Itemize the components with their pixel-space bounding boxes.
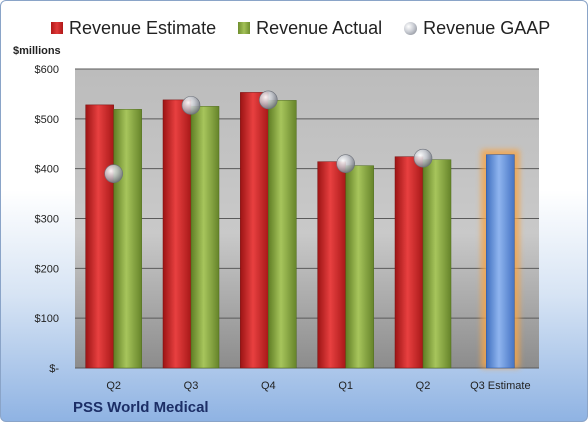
- marker-revenue-gaap: [181, 96, 201, 115]
- legend-item-actual: Revenue Actual: [238, 18, 382, 39]
- bar-revenue-actual: [345, 165, 374, 369]
- bar-q3-estimate: [486, 154, 515, 369]
- bar-revenue-estimate: [240, 92, 269, 369]
- legend: Revenue Estimate Revenue Actual Revenue …: [51, 15, 550, 41]
- bar-revenue-estimate: [162, 99, 192, 369]
- grid-lines: [75, 68, 539, 369]
- legend-item-estimate: Revenue Estimate: [51, 18, 216, 39]
- legend-swatch-estimate: [51, 22, 63, 34]
- x-axis-ticks: Q2 Q3 Q4 Q1 Q2 Q3 Estimate: [106, 380, 530, 392]
- marker-revenue-gaap: [336, 154, 355, 173]
- marker-revenue-gaap: [259, 90, 278, 110]
- legend-swatch-gaap: [404, 21, 418, 35]
- bars: [85, 92, 520, 369]
- bar-revenue-estimate: [85, 104, 114, 369]
- y-tick-label: $600: [35, 64, 59, 76]
- x-tick-label: Q4: [261, 380, 276, 392]
- y-axis-unit-label: $millions: [13, 45, 61, 57]
- legend-swatch-actual: [238, 22, 251, 34]
- legend-label-gaap: Revenue GAAP: [423, 17, 551, 38]
- bar-revenue-actual: [422, 159, 452, 369]
- legend-label-actual: Revenue Actual: [256, 17, 383, 38]
- bar-revenue-estimate: [394, 156, 424, 369]
- x-tick-label: Q3: [184, 380, 199, 392]
- legend-item-gaap: Revenue GAAP: [404, 18, 550, 39]
- y-tick-label: $300: [35, 214, 59, 226]
- bar-revenue-estimate: [317, 161, 346, 369]
- bar-revenue-actual: [268, 100, 297, 369]
- bar-revenue-actual: [190, 106, 220, 369]
- x-tick-label: Q2: [416, 380, 431, 392]
- legend-label-estimate: Revenue Estimate: [69, 17, 217, 38]
- x-tick-label: Q1: [338, 380, 353, 392]
- y-tick-label: $-: [49, 363, 59, 375]
- y-axis-ticks: $- $100 $200 $300 $400 $500 $600: [35, 64, 60, 375]
- y-tick-label: $500: [35, 114, 59, 126]
- marker-revenue-gaap: [104, 164, 123, 183]
- y-tick-label: $200: [35, 263, 59, 275]
- y-tick-label: $100: [35, 313, 59, 325]
- x-tick-label: Q2: [106, 380, 121, 392]
- gaap-markers: [104, 90, 433, 183]
- company-name: PSS World Medical: [73, 399, 209, 416]
- y-tick-label: $400: [35, 164, 59, 176]
- bar-revenue-actual: [113, 109, 142, 369]
- x-tick-label: Q3 Estimate: [470, 380, 531, 392]
- marker-revenue-gaap: [413, 148, 433, 168]
